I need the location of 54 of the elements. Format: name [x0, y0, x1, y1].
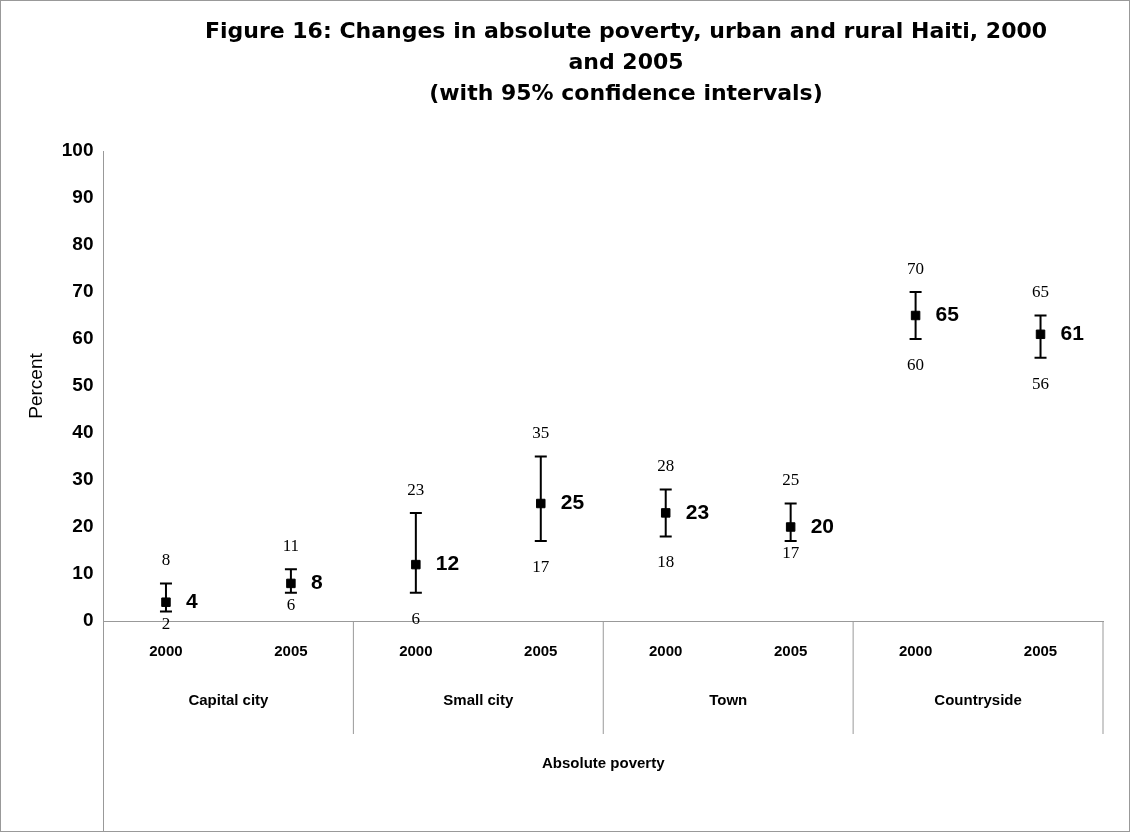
y-tick-label: 30 — [72, 468, 94, 490]
point — [785, 522, 796, 532]
y-tick-label: 40 — [72, 421, 94, 443]
y-axis-title: Percent — [24, 352, 46, 419]
text: Town — [709, 691, 748, 709]
annotation: 17 — [532, 557, 550, 577]
data-label: 65 — [935, 302, 960, 326]
text: Absolute poverty — [541, 754, 666, 772]
data-label: 25 — [560, 490, 585, 514]
annotation: 65 — [1032, 282, 1050, 302]
point — [161, 597, 171, 607]
annotation: 18 — [657, 552, 675, 572]
text: Small city — [443, 691, 514, 709]
annotation: 11 — [282, 536, 300, 556]
annotation: 17 — [782, 543, 800, 563]
y-tick-label: 0 — [82, 609, 94, 631]
data-label: 8 — [310, 570, 323, 594]
annotation: 70 — [907, 258, 925, 278]
chart-title: Figure 16: Changes in absolute poverty, urban and rural Haiti, 2000 and 2005 — [203, 17, 1049, 76]
data-label: 12 — [435, 551, 460, 575]
x-tick-label: 2005 — [524, 642, 558, 660]
x-tick-label: 2005 — [1023, 642, 1058, 660]
data-label: 61 — [1060, 321, 1085, 345]
data-label: 4 — [185, 589, 198, 612]
y-tick-label: 100 — [61, 139, 94, 161]
annotation: 6 — [286, 594, 296, 614]
annotation: 23 — [407, 479, 425, 499]
text: Capital city — [188, 691, 270, 709]
annotation: 28 — [657, 456, 675, 476]
y-tick-label: 70 — [72, 280, 94, 302]
data-label: 23 — [685, 499, 710, 523]
y-tick-label: 80 — [72, 233, 94, 255]
y-tick-label: 60 — [72, 327, 94, 349]
x-tick-label: 2000 — [149, 642, 183, 660]
annotation: 8 — [161, 550, 171, 570]
annotation: 60 — [907, 354, 925, 374]
x-tick-label: 2000 — [399, 642, 433, 660]
annotation: 56 — [1032, 373, 1050, 393]
annotation: 6 — [411, 608, 421, 628]
annotation: 2 — [161, 613, 171, 633]
y-tick-label: 20 — [72, 515, 94, 537]
y-tick-label: 50 — [72, 374, 94, 396]
point — [660, 508, 671, 518]
x-tick-label: 2005 — [773, 642, 808, 660]
x-tick-label: 2000 — [898, 642, 933, 660]
y-tick-label: 90 — [72, 186, 94, 208]
x-tick-label: 2000 — [649, 642, 683, 660]
x-tick-label: 2005 — [274, 642, 308, 660]
data-label: 20 — [810, 513, 835, 537]
chart-subtitle: (with 95% confidence intervals) — [428, 79, 824, 107]
text: Countryside — [934, 691, 1022, 709]
y-tick-label: 10 — [72, 562, 94, 584]
annotation: 25 — [782, 470, 800, 490]
annotation: 35 — [532, 423, 550, 443]
